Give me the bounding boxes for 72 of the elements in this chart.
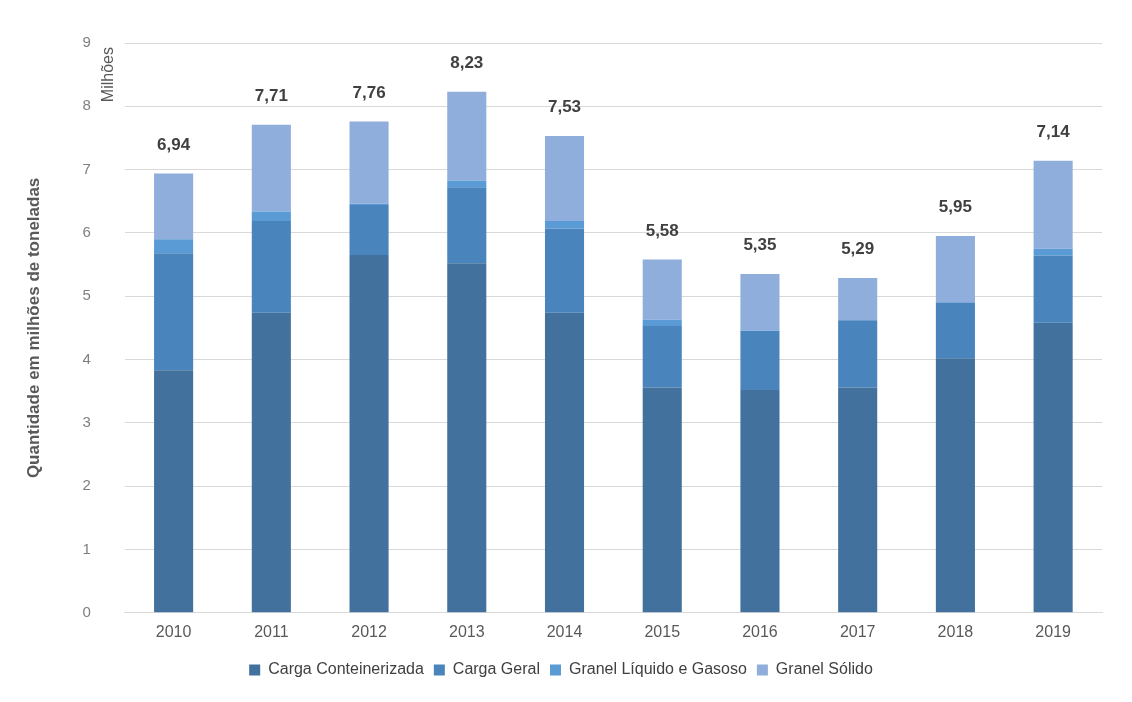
bar	[935, 302, 975, 359]
x-tick-label: 2013	[448, 622, 485, 640]
total-label: 5,29	[841, 239, 875, 259]
y-tick-label: 2	[82, 476, 91, 494]
bar	[935, 236, 975, 302]
bar	[251, 312, 291, 613]
bar	[1033, 160, 1073, 249]
bar	[838, 387, 878, 613]
x-tick-label: 2010	[155, 622, 192, 640]
x-tick-label: 2018	[937, 622, 974, 640]
x-tick-label: 2012	[351, 622, 387, 640]
legend-label: Carga Conteinerizada	[268, 660, 424, 678]
bar	[935, 358, 975, 613]
bar	[1033, 248, 1073, 256]
bar	[642, 319, 682, 326]
total-label: 7,76	[352, 82, 386, 102]
bar	[740, 274, 780, 331]
bar	[740, 331, 780, 390]
bar	[154, 253, 194, 371]
x-tick-label: 2014	[546, 622, 583, 640]
bar	[349, 205, 389, 256]
bar	[349, 255, 389, 613]
bar	[349, 121, 389, 204]
bar	[544, 136, 585, 221]
total-label: 7,71	[254, 85, 288, 105]
bar	[251, 211, 291, 221]
bar	[1033, 255, 1073, 323]
total-label: 5,58	[645, 220, 679, 240]
x-tick-label: 2017	[839, 622, 876, 640]
bar	[447, 91, 487, 181]
y-tick-label: 9	[82, 33, 91, 51]
total-label: 7,14	[1036, 121, 1071, 141]
legend-label: Carga Geral	[452, 660, 540, 678]
y-tick-label: 1	[82, 539, 91, 557]
bar	[154, 173, 194, 240]
bar	[642, 259, 682, 320]
bar	[642, 387, 682, 613]
bar	[838, 320, 878, 388]
legend-label: Granel Líquido e Gasoso	[568, 660, 747, 678]
y-tick-label: 7	[82, 159, 91, 177]
total-label: 7,53	[547, 97, 582, 117]
bar	[642, 326, 682, 388]
bar	[544, 220, 585, 229]
bar	[740, 389, 780, 613]
x-tick-label: 2011	[254, 622, 289, 640]
bar	[544, 228, 585, 313]
total-label: 5,35	[743, 235, 777, 255]
bar	[154, 370, 194, 613]
y-axis-title: Quantidade em milhões de toneladas	[23, 177, 43, 479]
bar	[838, 277, 878, 321]
bar	[447, 263, 487, 613]
y-tick-label: 5	[82, 286, 91, 304]
total-label: 6,94	[157, 134, 191, 154]
y-tick-label: 0	[82, 602, 91, 620]
x-tick-label: 2015	[644, 622, 681, 640]
x-tick-label: 2016	[742, 622, 778, 640]
text: Milhões	[99, 47, 117, 103]
legend-label: Granel Sólido	[775, 660, 873, 678]
y-tick-label: 8	[82, 96, 91, 114]
bar	[447, 187, 487, 264]
y-tick-label: 3	[82, 413, 91, 431]
bar	[1033, 322, 1073, 613]
bar	[154, 239, 194, 254]
total-label: 5,95	[938, 197, 972, 217]
total-label: 8,23	[450, 52, 484, 72]
x-tick-label: 2019	[1035, 622, 1072, 640]
y-tick-label: 4	[82, 349, 91, 367]
y-tick-label: 6	[82, 223, 91, 241]
bar	[251, 220, 291, 313]
bar	[544, 312, 585, 613]
bar	[251, 124, 291, 212]
bar	[447, 180, 487, 188]
